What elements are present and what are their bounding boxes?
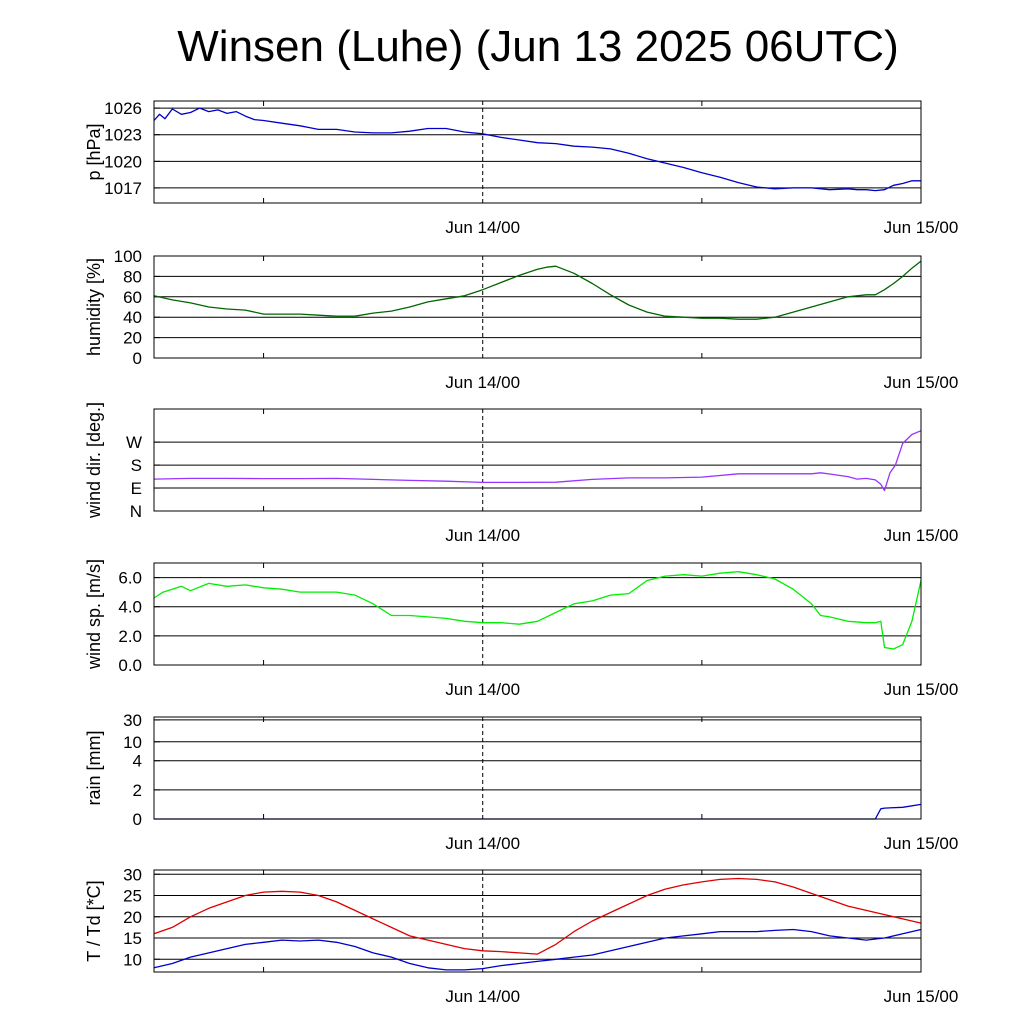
y-tick-label: 0 <box>133 810 142 829</box>
series-line-1 <box>153 107 921 192</box>
y-axis-label: wind sp. [m/s] <box>84 559 104 670</box>
x-tick-label: Jun 14/00 <box>445 373 520 392</box>
x-tick-label: Jun 15/00 <box>884 373 959 392</box>
x-tick-label: Jun 15/00 <box>884 680 959 699</box>
y-tick-label: 30 <box>123 711 142 730</box>
x-tick-label: Jun 14/00 <box>445 680 520 699</box>
y-tick-label: 80 <box>123 267 142 286</box>
y-tick-label: 100 <box>114 247 142 266</box>
panel-4: 6.0 4.0 2.0 0.0 Jun 14/00 Jun 15/00 wind sp. [… <box>84 559 958 699</box>
y-axis-label: p [hPa] <box>84 123 104 180</box>
series-line-1 <box>153 877 922 955</box>
y-tick-label: 10 <box>123 733 142 752</box>
x-tick-label: Jun 15/00 <box>884 218 959 237</box>
y-tick-label: N <box>130 502 142 521</box>
y-axis-label: rain [mm] <box>84 730 104 805</box>
y-axis-label: T / Td [*C] <box>84 880 104 961</box>
y-tick-label: S <box>131 456 142 475</box>
panel-1: 1026 1023 1020 1017 Jun 14/00 Jun 15/00 p [hPa… <box>84 99 958 237</box>
y-tick-label: 2.0 <box>118 627 142 646</box>
y-tick-label: W <box>126 433 142 452</box>
series-line-1 <box>153 430 922 492</box>
panel-5: 0 2 410 30 Jun 14/00 Jun 15/00 rain [mm] <box>84 711 958 853</box>
y-axis-label: wind dir. [deg.] <box>84 402 104 519</box>
y-tick-label: 1026 <box>104 99 142 118</box>
series-line-1 <box>154 803 922 820</box>
y-tick-label: 2 <box>133 781 142 800</box>
y-tick-label: 20 <box>123 329 142 348</box>
plot-frame <box>153 869 922 973</box>
y-tick-label: 0.0 <box>118 656 142 675</box>
x-tick-label: Jun 14/00 <box>445 526 520 545</box>
x-tick-label: Jun 15/00 <box>884 987 959 1006</box>
x-tick-label: Jun 15/00 <box>884 526 959 545</box>
series-line-1 <box>153 571 922 650</box>
y-tick-label: 30 <box>123 865 142 884</box>
y-tick-label: 1017 <box>104 179 142 198</box>
y-tick-label: 25 <box>123 887 142 906</box>
y-tick-label: 40 <box>123 308 142 327</box>
y-tick-label: 60 <box>123 288 142 307</box>
y-tick-label: 1023 <box>104 126 142 145</box>
y-tick-label: 15 <box>123 929 142 948</box>
y-tick-label: E <box>131 479 142 498</box>
x-tick-label: Jun 14/00 <box>445 218 520 237</box>
page-title: Winsen (Luhe) (Jun 13 2025 06UTC) <box>177 22 899 71</box>
plot-frame <box>153 716 922 820</box>
series-line-1 <box>153 260 922 320</box>
x-tick-label: Jun 14/00 <box>445 834 520 853</box>
series-line-2 <box>153 928 922 971</box>
y-tick-label: 0 <box>133 349 142 368</box>
plot-frame <box>153 408 922 512</box>
y-tick-label: 1020 <box>104 152 142 171</box>
y-tick-label: 20 <box>123 908 142 927</box>
plot-frame <box>153 100 922 204</box>
y-tick-label: 10 <box>123 950 142 969</box>
panel-6: 30 25 20 15 10 Jun 14/00 Jun 15/00 T / Td [*C] <box>84 865 958 1006</box>
y-tick-label: 6.0 <box>118 569 142 588</box>
x-tick-label: Jun 14/00 <box>445 987 520 1006</box>
plot-frame <box>153 562 922 666</box>
plot-frame <box>153 255 922 359</box>
y-tick-label: 4 <box>133 752 142 771</box>
y-tick-label: 4.0 <box>118 598 142 617</box>
x-tick-label: Jun 15/00 <box>884 834 959 853</box>
y-axis-label: humidity [%] <box>84 258 104 356</box>
